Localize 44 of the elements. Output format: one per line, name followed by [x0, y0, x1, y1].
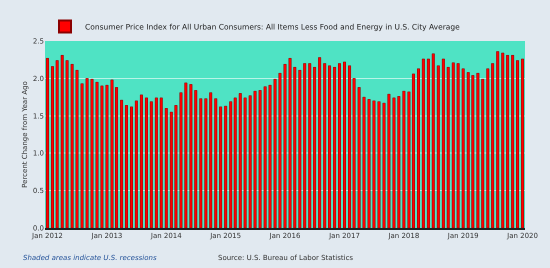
bar: [86, 78, 89, 228]
bar: [80, 83, 84, 228]
bar: [387, 94, 390, 228]
bar: [134, 100, 138, 228]
bar: [105, 84, 108, 228]
bar: [130, 106, 134, 228]
bar: [343, 62, 346, 228]
bar: [268, 84, 272, 228]
bar: [140, 94, 143, 228]
bar: [174, 105, 178, 228]
bar: [382, 102, 386, 228]
bar: [90, 78, 94, 228]
bar: [521, 58, 524, 228]
bar: [422, 58, 425, 228]
bar: [358, 87, 361, 228]
bar: [348, 65, 352, 228]
bar: [258, 90, 262, 228]
bar: [516, 60, 520, 228]
bar: [120, 100, 124, 228]
bar: [318, 57, 322, 228]
bar: [372, 100, 376, 228]
bar: [412, 74, 415, 228]
bar: [76, 70, 79, 228]
bar: [144, 98, 148, 228]
bar: [124, 105, 128, 228]
bar: [70, 64, 74, 228]
bar: [224, 106, 228, 228]
bar: [264, 86, 267, 228]
bar: [338, 63, 341, 228]
bar: [274, 78, 277, 228]
bar: [278, 72, 282, 228]
bar: [436, 65, 440, 228]
bar: [377, 101, 380, 228]
bar: [150, 101, 153, 228]
bar: [511, 54, 514, 228]
bar: [368, 99, 371, 228]
bar: [284, 64, 286, 228]
bar: [96, 82, 99, 228]
bar: [416, 68, 420, 228]
bar: [46, 58, 49, 228]
bar: [100, 86, 104, 228]
bar: [333, 66, 336, 228]
bar: [402, 90, 406, 228]
bar: [362, 96, 366, 228]
